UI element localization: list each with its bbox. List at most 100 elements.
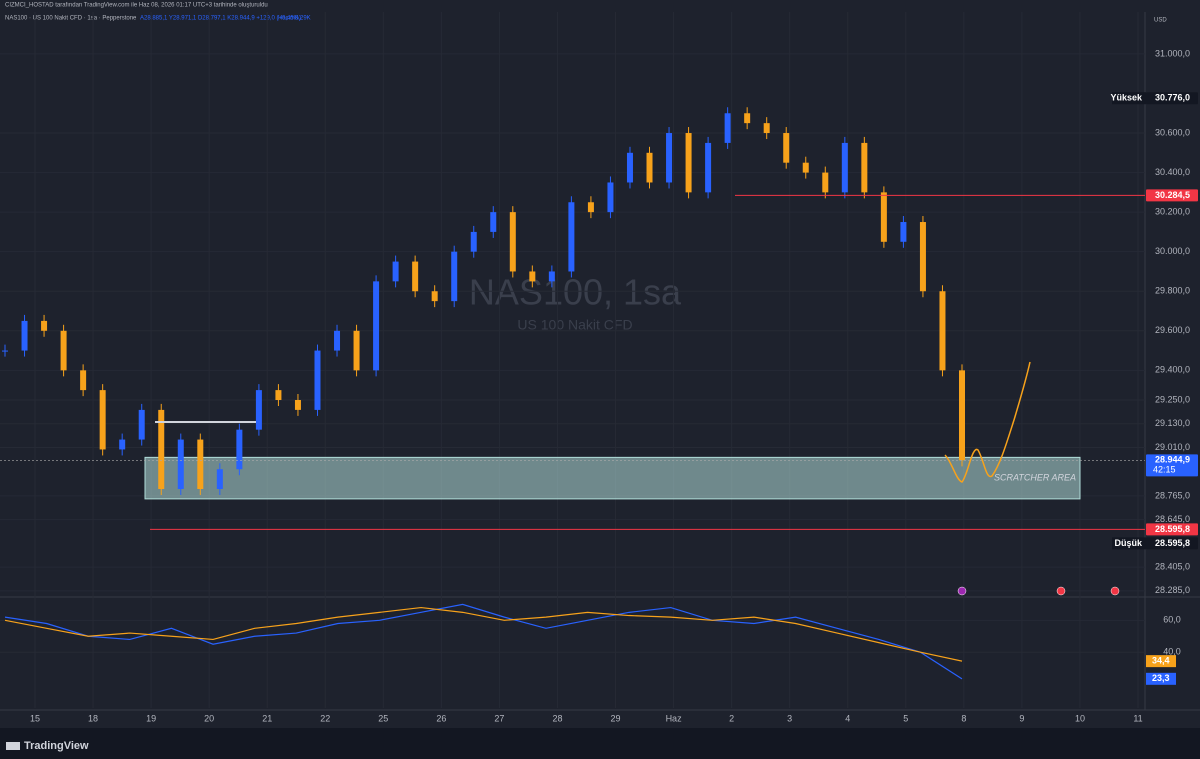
candle [2, 350, 8, 352]
candle [197, 439, 204, 489]
candle [314, 350, 321, 410]
x-tick-label: 18 [88, 713, 98, 723]
candle [822, 172, 829, 193]
y-tick-label: 29.130,0 [1155, 418, 1190, 428]
footer-brand: TradingView [24, 740, 89, 752]
price-badge [1146, 454, 1198, 477]
candle [21, 320, 28, 351]
candle [236, 429, 243, 470]
y-tick-label: 28.285,0 [1155, 585, 1190, 595]
y-tick-label: 60,0 [1163, 615, 1181, 625]
y-tick-label: 29.250,0 [1155, 394, 1190, 404]
y-tick-label: 30.200,0 [1155, 207, 1190, 217]
volume: Hacim8,29K [278, 16, 311, 22]
candle [724, 113, 731, 143]
x-tick-label: 22 [320, 713, 330, 723]
candle [939, 291, 946, 371]
candle [255, 390, 262, 430]
watermark-subtitle: US 100 Nakit CFD [517, 317, 632, 333]
ohlc: A28.885,1 Y28.971,1 D28.797,1 K28.944,9 … [140, 16, 301, 22]
candle [334, 330, 341, 351]
candle [607, 182, 614, 213]
created-note: CIZMCI_HOSTAD tarafından TradingView.com… [5, 3, 268, 9]
event-icon [1056, 586, 1066, 596]
candle [470, 231, 477, 252]
candle [841, 142, 848, 193]
x-tick-label: 9 [1019, 713, 1024, 723]
y-tick-label: 29.400,0 [1155, 365, 1190, 375]
price-badge-label: 28.595,8 [1155, 524, 1190, 534]
osc-badge-label: 34,4 [1152, 656, 1170, 666]
name-badge-label: Düşük [1114, 538, 1143, 548]
price-badge-label: 28.595,8 [1155, 538, 1190, 548]
candle [158, 409, 165, 489]
y-tick-label: 30.400,0 [1155, 167, 1190, 177]
x-tick-label: 28 [552, 713, 562, 723]
candle [392, 261, 399, 282]
candle [80, 370, 87, 391]
candle [216, 469, 223, 489]
candle [587, 202, 594, 213]
price-badge-label: 28.944,9 [1155, 455, 1190, 465]
price-badge [1146, 523, 1198, 536]
candle [177, 439, 184, 489]
y-tick-label: 29.800,0 [1155, 286, 1190, 296]
event-icon [1110, 586, 1120, 596]
osc-badge [1146, 655, 1176, 668]
candle [41, 320, 48, 331]
price-badge-label: 30.284,5 [1155, 190, 1190, 200]
x-tick-label: 26 [436, 713, 446, 723]
candle [431, 291, 438, 302]
zone [144, 456, 1081, 500]
x-tick-label: 27 [494, 713, 504, 723]
candle [919, 222, 926, 292]
x-tick-label: 10 [1075, 713, 1085, 723]
y-tick-label: 40,0 [1163, 647, 1181, 657]
y-tick-label: 29.010,0 [1155, 442, 1190, 452]
footer-bar [0, 728, 1200, 759]
x-tick-label: 20 [204, 713, 214, 723]
x-tick-label: 25 [378, 713, 388, 723]
name-badge [1112, 92, 1146, 105]
osc-line [4, 606, 963, 662]
y-tick-label: 28.645,0 [1155, 514, 1190, 524]
candle [802, 162, 809, 173]
x-tick-label: 8 [961, 713, 966, 723]
candle [275, 390, 282, 401]
x-tick-label: 3 [787, 713, 792, 723]
candle [294, 400, 301, 410]
candle [568, 202, 575, 272]
x-tick-label: 4 [845, 713, 850, 723]
candle [626, 152, 633, 183]
price-badge [1146, 92, 1198, 105]
x-tick-label: 21 [262, 713, 272, 723]
candle [959, 370, 965, 461]
candle [861, 142, 868, 193]
x-tick-label: 11 [1133, 713, 1142, 723]
projection-curve [944, 361, 1031, 483]
candle [783, 133, 790, 163]
y-tick-label: 31.000,0 [1155, 48, 1190, 58]
osc-badge [1146, 672, 1176, 685]
currency: USD [1154, 18, 1167, 24]
x-tick-label: 19 [146, 713, 156, 723]
candle [548, 271, 555, 282]
x-tick-label: 15 [30, 713, 40, 723]
candle [451, 251, 458, 302]
x-tick-label: 29 [611, 713, 621, 723]
candle [705, 142, 712, 193]
candle [412, 261, 419, 292]
candle [490, 212, 497, 232]
y-tick-label: 28.765,0 [1155, 490, 1190, 500]
x-tick-label: 2 [729, 713, 734, 723]
price-badge-label: 30.776,0 [1155, 93, 1190, 103]
y-tick-label: 30.600,0 [1155, 127, 1190, 137]
candle [763, 123, 770, 134]
name-badge [1112, 537, 1146, 550]
event-icon [957, 586, 967, 596]
candle [99, 390, 106, 450]
x-tick-label: 5 [903, 713, 908, 723]
osc-badge-label: 23,3 [1152, 673, 1170, 683]
price-badge [1146, 189, 1198, 202]
